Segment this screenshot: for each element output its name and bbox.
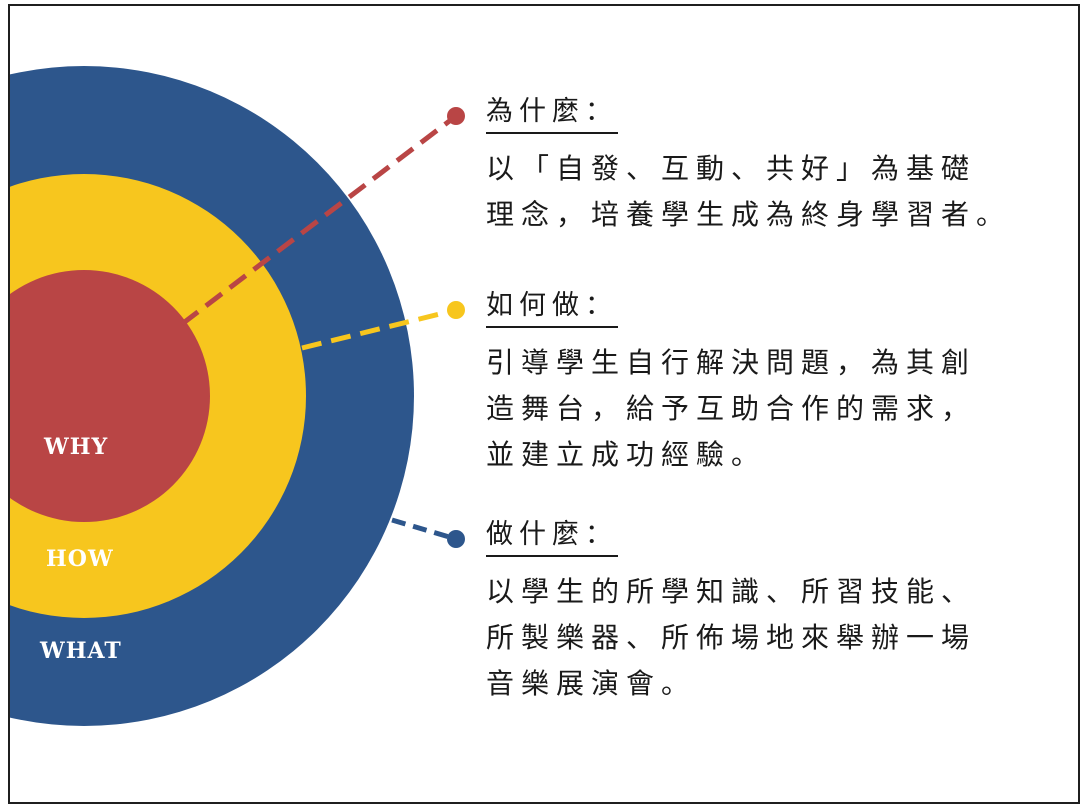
- why-body-line: 理念，培養學生成為終身學習者。: [486, 198, 1012, 231]
- why-ring: [10, 270, 210, 522]
- how-body-line: 引導學生自行解決問題，為其創: [486, 346, 977, 379]
- what-connector-line: [391, 517, 457, 542]
- what-ring-label: WHAT: [40, 638, 122, 664]
- how-body-line: 並建立成功經驗。: [486, 438, 767, 471]
- golden-circle-diagram: [10, 66, 465, 726]
- how-connector-line: [301, 307, 457, 351]
- why-ring-label: WHY: [44, 434, 109, 460]
- what-section: 做什麼： 以學生的所學知識、所習技能、 所製樂器、所佈場地來舉辦一場 音樂展演會…: [486, 517, 1056, 707]
- what-body-line: 所製樂器、所佈場地來舉辦一場: [486, 621, 977, 654]
- how-ring-label: HOW: [46, 546, 114, 572]
- slide-frame: WHY HOW WHAT 為什麼： 以「自發、互動、共好」為基礎 理念，培養學生…: [8, 4, 1080, 804]
- why-body-line: 以「自發、互動、共好」為基礎: [486, 152, 977, 185]
- why-section: 為什麼： 以「自發、互動、共好」為基礎 理念，培養學生成為終身學習者。: [486, 94, 1056, 238]
- what-body-line: 音樂展演會。: [486, 667, 697, 700]
- why-heading: 為什麼：: [486, 94, 618, 134]
- what-heading: 做什麼：: [486, 517, 618, 557]
- what-connector-dot: [447, 530, 465, 548]
- why-connector-dot: [447, 107, 465, 125]
- how-heading: 如何做：: [486, 288, 618, 328]
- how-body: 引導學生自行解決問題，為其創 造舞台，給予互助合作的需求， 並建立成功經驗。: [486, 340, 1056, 478]
- how-section: 如何做： 引導學生自行解決問題，為其創 造舞台，給予互助合作的需求， 並建立成功…: [486, 288, 1056, 478]
- what-body: 以學生的所學知識、所習技能、 所製樂器、所佈場地來舉辦一場 音樂展演會。: [486, 569, 1056, 707]
- why-body: 以「自發、互動、共好」為基礎 理念，培養學生成為終身學習者。: [486, 146, 1056, 238]
- why-connector-line: [180, 114, 458, 326]
- how-body-line: 造舞台，給予互助合作的需求，: [486, 392, 977, 425]
- what-body-line: 以學生的所學知識、所習技能、: [486, 575, 977, 608]
- how-connector-dot: [447, 301, 465, 319]
